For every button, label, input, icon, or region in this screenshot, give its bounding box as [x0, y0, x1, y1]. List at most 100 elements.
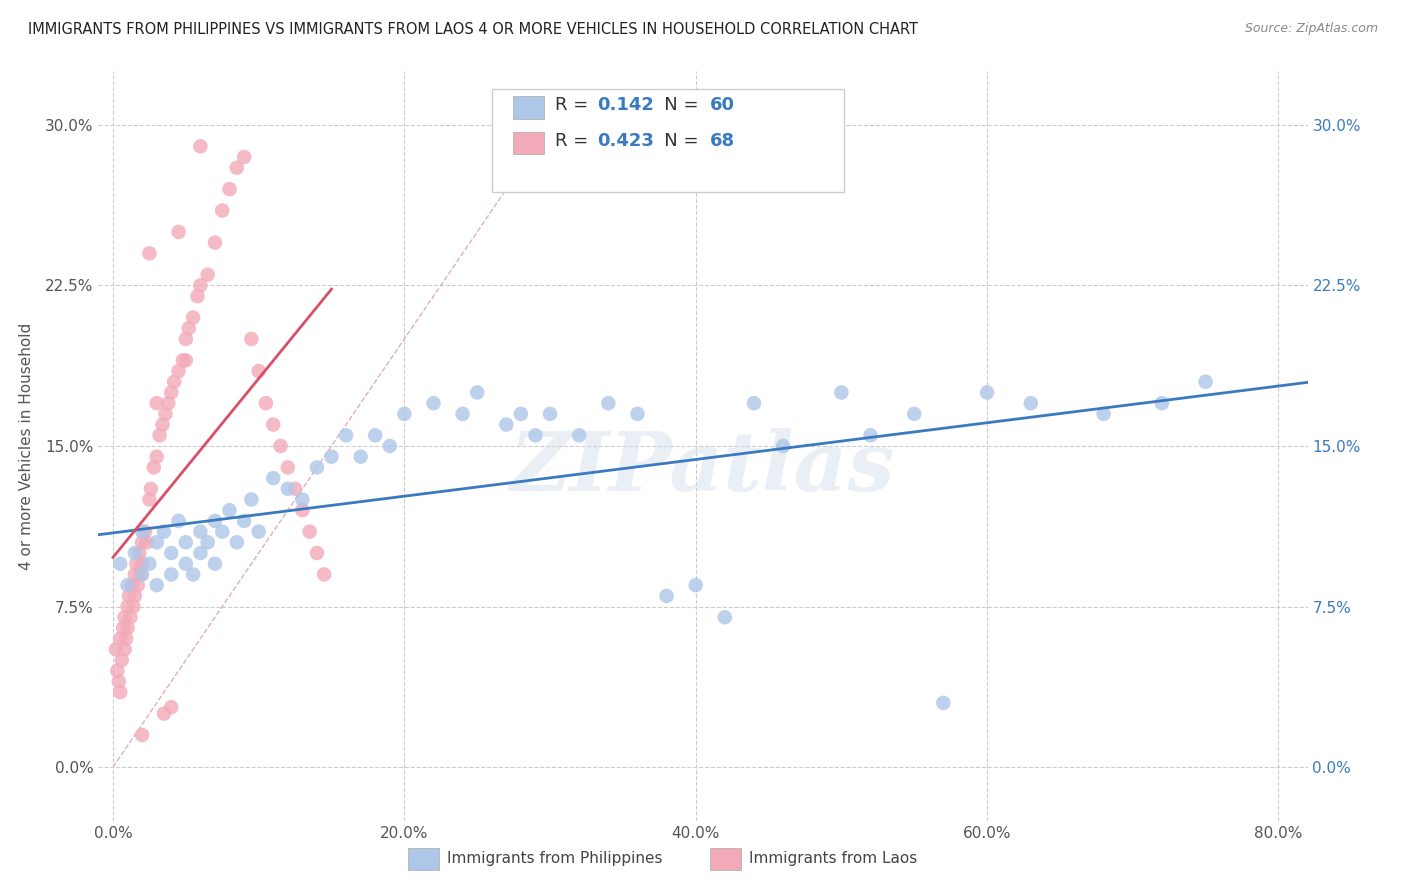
Text: ZIPatlas: ZIPatlas: [510, 428, 896, 508]
Y-axis label: 4 or more Vehicles in Household: 4 or more Vehicles in Household: [18, 322, 34, 570]
Point: [240, 492, 263, 507]
Point: [291, 492, 314, 507]
Point: [394, 407, 416, 421]
Point: [270, 439, 292, 453]
Point: [128, 546, 150, 560]
Point: [655, 589, 678, 603]
Point: [277, 482, 299, 496]
Point: [117, 578, 139, 592]
Point: [197, 535, 219, 549]
Point: [114, 610, 136, 624]
Point: [204, 514, 226, 528]
Point: [190, 278, 212, 293]
Text: R =: R =: [555, 96, 595, 114]
Point: [124, 589, 146, 603]
Point: [626, 407, 648, 421]
Point: [174, 535, 197, 549]
Point: [568, 428, 591, 442]
Point: [110, 557, 132, 571]
Point: [142, 460, 165, 475]
Point: [105, 664, 128, 678]
Point: [131, 728, 153, 742]
Point: [335, 428, 357, 442]
Point: [1019, 396, 1042, 410]
Point: [115, 632, 138, 646]
Point: [291, 503, 314, 517]
Point: [111, 653, 134, 667]
Point: [1150, 396, 1173, 410]
Point: [598, 396, 620, 410]
Point: [298, 524, 321, 539]
Point: [538, 407, 561, 421]
Point: [160, 567, 183, 582]
Point: [167, 514, 190, 528]
Point: [495, 417, 517, 432]
Point: [262, 417, 284, 432]
Point: [211, 524, 233, 539]
Point: [218, 503, 240, 517]
Point: [163, 375, 186, 389]
Point: [685, 578, 707, 592]
Point: [135, 535, 157, 549]
Text: 0.423: 0.423: [598, 132, 654, 150]
Point: [422, 396, 444, 410]
Point: [314, 567, 336, 582]
Point: [124, 567, 146, 582]
Point: [129, 567, 152, 582]
Point: [262, 471, 284, 485]
Point: [160, 546, 183, 560]
Point: [451, 407, 474, 421]
Point: [181, 310, 204, 325]
Point: [177, 321, 200, 335]
Point: [131, 535, 153, 549]
Point: [174, 353, 197, 368]
Point: [364, 428, 387, 442]
Point: [211, 203, 233, 218]
Point: [138, 557, 160, 571]
Point: [742, 396, 765, 410]
Point: [378, 439, 401, 453]
Point: [204, 557, 226, 571]
Text: N =: N =: [647, 96, 704, 114]
Point: [247, 364, 270, 378]
Point: [145, 396, 167, 410]
Point: [125, 557, 148, 571]
Point: [932, 696, 955, 710]
Point: [225, 161, 247, 175]
Point: [204, 235, 226, 250]
Text: IMMIGRANTS FROM PHILIPPINES VS IMMIGRANTS FROM LAOS 4 OR MORE VEHICLES IN HOUSEH: IMMIGRANTS FROM PHILIPPINES VS IMMIGRANT…: [28, 22, 918, 37]
Point: [509, 407, 531, 421]
Point: [131, 557, 153, 571]
Point: [124, 546, 146, 560]
Point: [277, 460, 299, 475]
Point: [233, 514, 256, 528]
Point: [152, 417, 174, 432]
Point: [131, 567, 153, 582]
Point: [134, 524, 156, 539]
Point: [190, 524, 212, 539]
Point: [117, 621, 139, 635]
Text: 68: 68: [710, 132, 735, 150]
Point: [174, 557, 197, 571]
Point: [153, 706, 176, 721]
Point: [153, 524, 176, 539]
Point: [181, 567, 204, 582]
Text: Source: ZipAtlas.com: Source: ZipAtlas.com: [1244, 22, 1378, 36]
Point: [149, 428, 172, 442]
Point: [114, 642, 136, 657]
Point: [284, 482, 307, 496]
Point: [186, 289, 208, 303]
Point: [131, 524, 153, 539]
Point: [240, 332, 263, 346]
Text: Immigrants from Philippines: Immigrants from Philippines: [447, 851, 662, 865]
Text: R =: R =: [555, 132, 595, 150]
Point: [772, 439, 794, 453]
Point: [172, 353, 194, 368]
Point: [104, 642, 127, 657]
Point: [118, 589, 141, 603]
Point: [157, 396, 180, 410]
Point: [127, 578, 149, 592]
Point: [976, 385, 998, 400]
Point: [160, 385, 183, 400]
Point: [145, 535, 167, 549]
